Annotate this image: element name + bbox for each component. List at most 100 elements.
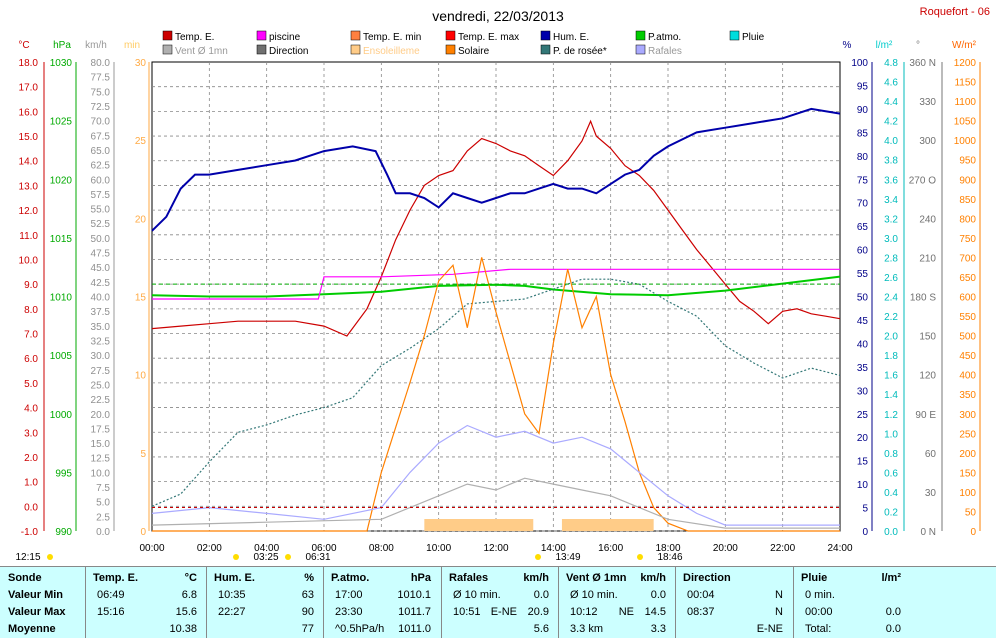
tick-label-hpa: 1005 (50, 351, 73, 362)
tick-label-lm2: 2.2 (884, 312, 898, 323)
x-tick-label: 16:00 (598, 543, 623, 554)
axis-unit-wm2: W/m² (952, 40, 977, 51)
tick-label-kmh: 42.5 (91, 278, 111, 289)
tick-label-kmh: 80.0 (91, 58, 111, 69)
axis-unit-lm2: l/m² (876, 40, 893, 51)
tick-label-kmh: 67.5 (91, 131, 111, 142)
marker-sunrise: 06:31 (305, 552, 330, 563)
tick-label-deg: 330 (919, 97, 936, 108)
tick-label-kmh: 12.5 (91, 454, 111, 465)
tick-label-temp: 2.0 (24, 453, 38, 464)
tick-label-deg: 240 (919, 214, 936, 225)
x-tick-label: 22:00 (770, 543, 795, 554)
tick-label-hpa: 995 (55, 468, 72, 479)
legend-label: Vent Ø 1mn (175, 46, 228, 57)
station-name: Roquefort - 06 (920, 6, 990, 18)
tick-label-kmh: 57.5 (91, 190, 111, 201)
tick-label-wm2: 600 (959, 293, 976, 304)
cell-value: 0.0 (650, 589, 666, 601)
tick-label-wm2: 1150 (954, 78, 976, 89)
tick-label-wm2: 1050 (954, 117, 977, 128)
tick-label-kmh: 70.0 (91, 117, 111, 128)
tick-label-wm2: 0 (970, 527, 976, 538)
cell-value: 1011.0 (398, 623, 431, 635)
legend-label: Temp. E. (175, 32, 214, 43)
axis-unit-hpa: hPa (53, 40, 71, 51)
tick-label-wm2: 400 (959, 371, 976, 382)
table-header: Temp. E. (93, 572, 139, 584)
tick-label-wm2: 950 (959, 156, 976, 167)
tick-label-temp: 1.0 (24, 478, 38, 489)
tick-label-lm2: 0.6 (884, 468, 898, 479)
tick-label-hpa: 1025 (50, 117, 73, 128)
tick-label-lm2: 0.2 (884, 507, 898, 518)
tick-label-temp: 16.0 (19, 107, 39, 118)
cell-value: 63 (301, 589, 314, 601)
tick-label-kmh: 32.5 (91, 336, 111, 347)
tick-label-temp: 11.0 (19, 231, 38, 242)
cell-time: 10:35 (218, 589, 246, 601)
tick-label-kmh: 22.5 (91, 395, 111, 406)
tick-label-pct: 90 (857, 105, 869, 116)
tick-label-pct: 5 (862, 504, 868, 515)
table-column-temp (85, 567, 206, 638)
tick-label-temp: 4.0 (24, 404, 38, 415)
tick-label-hpa: 1010 (50, 293, 73, 304)
tick-label-temp: 8.0 (24, 305, 38, 316)
table-unit: km/h (523, 572, 549, 584)
tick-label-lm2: 4.2 (884, 117, 898, 128)
legend-label: Ensoleilleme (363, 46, 420, 57)
tick-label-lm2: 1.0 (884, 429, 898, 440)
row-label: Valeur Max (8, 606, 66, 618)
table-column-pluie (793, 567, 910, 638)
legend-label: P.atmo. (648, 32, 681, 43)
tick-label-lm2: 4.6 (884, 78, 898, 89)
tick-label-wm2: 350 (959, 390, 976, 401)
x-tick-label: 12:00 (483, 543, 508, 554)
tick-label-lm2: 4.4 (884, 97, 898, 108)
tick-label-lm2: 4.0 (884, 136, 898, 147)
tick-label-hpa: 1030 (50, 58, 73, 69)
marker-icon (233, 554, 239, 560)
cell-value: 3.3 (650, 623, 666, 635)
series-line-vent-1mn (151, 477, 840, 529)
tick-label-pct: 65 (857, 222, 869, 233)
tick-label-temp: 14.0 (19, 157, 39, 168)
cell-time: 10:12 (570, 606, 598, 618)
tick-label-pct: 60 (857, 246, 869, 257)
x-tick-label: 14:00 (541, 543, 566, 554)
x-tick-label: 18:00 (655, 543, 680, 554)
tick-label-lm2: 2.0 (884, 332, 898, 343)
axis-unit-temp: °C (18, 40, 29, 51)
cell-time: 17:00 (335, 589, 363, 601)
axis-unit-pct: % (843, 40, 852, 51)
series-layer (151, 107, 841, 532)
tick-label-pct: 45 (857, 316, 869, 327)
x-tick-label: 04:00 (254, 543, 279, 554)
tick-label-pct: 30 (857, 386, 869, 397)
x-tick-label: 00:00 (139, 543, 164, 554)
x-tick-label: 10:00 (426, 543, 451, 554)
tick-label-temp: 0.0 (24, 502, 38, 513)
legend-swatch (350, 30, 361, 41)
cell-time: ^0.5hPa/h (335, 623, 385, 635)
x-tick-label: 06:00 (311, 543, 336, 554)
series-line-rafales (151, 424, 840, 526)
cell-value: 0.0 (885, 623, 901, 635)
tick-label-temp: 15.0 (19, 132, 39, 143)
tick-label-pct: 55 (857, 269, 869, 280)
tick-label-temp: 5.0 (24, 379, 38, 390)
tick-label-kmh: 20.0 (91, 410, 111, 421)
series-line-p-de-ros-e- (151, 278, 841, 507)
tick-label-deg: 30 (925, 488, 937, 499)
tick-label-kmh: 25.0 (91, 380, 111, 391)
table-header: P.atmo. (331, 572, 370, 584)
table-column-hum (206, 567, 323, 638)
legend-swatch (540, 30, 551, 41)
tick-label-wm2: 800 (959, 214, 976, 225)
table-column-vent (558, 567, 675, 638)
legend-label: P. de rosée* (553, 46, 607, 57)
table-header: Pluie (801, 572, 828, 584)
legend-swatch (256, 44, 267, 55)
tick-label-kmh: 52.5 (91, 219, 111, 230)
